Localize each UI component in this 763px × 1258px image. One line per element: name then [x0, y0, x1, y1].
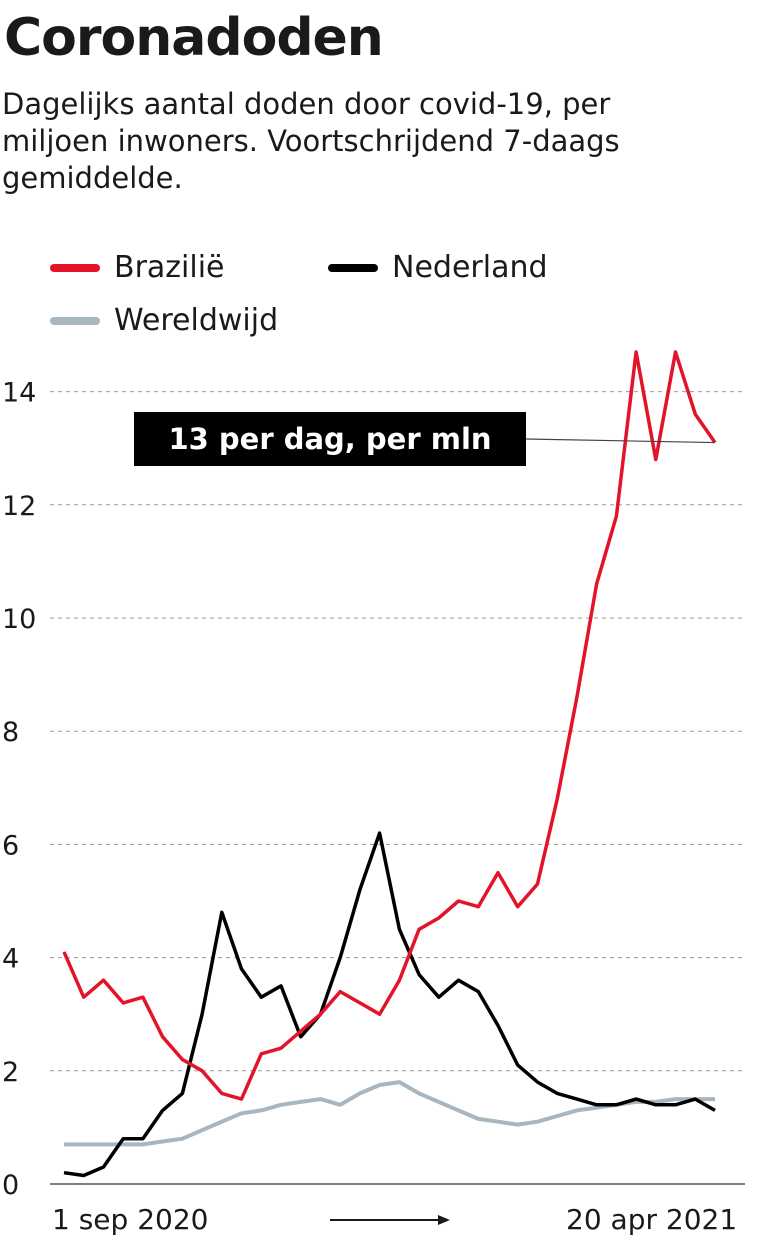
legend-swatch-world: [50, 316, 100, 325]
legend-item-world: Wereldwijd: [50, 303, 278, 338]
y-tick-label: 4: [2, 944, 19, 975]
legend-swatch-netherlands: [328, 263, 378, 272]
legend-swatch-brazil: [50, 263, 100, 272]
time-arrow-icon: [330, 1215, 450, 1225]
legend-item-netherlands: Nederland: [328, 250, 548, 285]
y-tick-label: 12: [2, 491, 36, 522]
annotation-label: 13 per dag, per mln: [134, 412, 526, 466]
y-tick-label: 6: [2, 830, 19, 861]
legend-label-brazil: Brazilië: [114, 250, 225, 285]
x-start-label: 1 sep 2020: [52, 1203, 209, 1236]
y-tick-label: 2: [2, 1057, 19, 1088]
legend-label-netherlands: Nederland: [392, 250, 548, 285]
x-end-label: 20 apr 2021: [566, 1203, 738, 1236]
legend-item-brazil: Brazilië: [50, 250, 225, 285]
y-tick-label: 8: [2, 717, 19, 748]
legend-label-world: Wereldwijd: [114, 303, 279, 338]
y-tick-label: 0: [2, 1170, 19, 1201]
chart-subtitle: Dagelijks aantal doden door covid-19, pe…: [2, 87, 620, 195]
chart-title: Coronadoden: [4, 8, 384, 68]
annotation-leader-line: [525, 438, 716, 444]
series-line-netherlands: [63, 831, 716, 1178]
series-line-brazil: [62, 350, 717, 1101]
y-tick-label: 10: [2, 604, 36, 635]
y-tick-label: 14: [2, 378, 36, 409]
